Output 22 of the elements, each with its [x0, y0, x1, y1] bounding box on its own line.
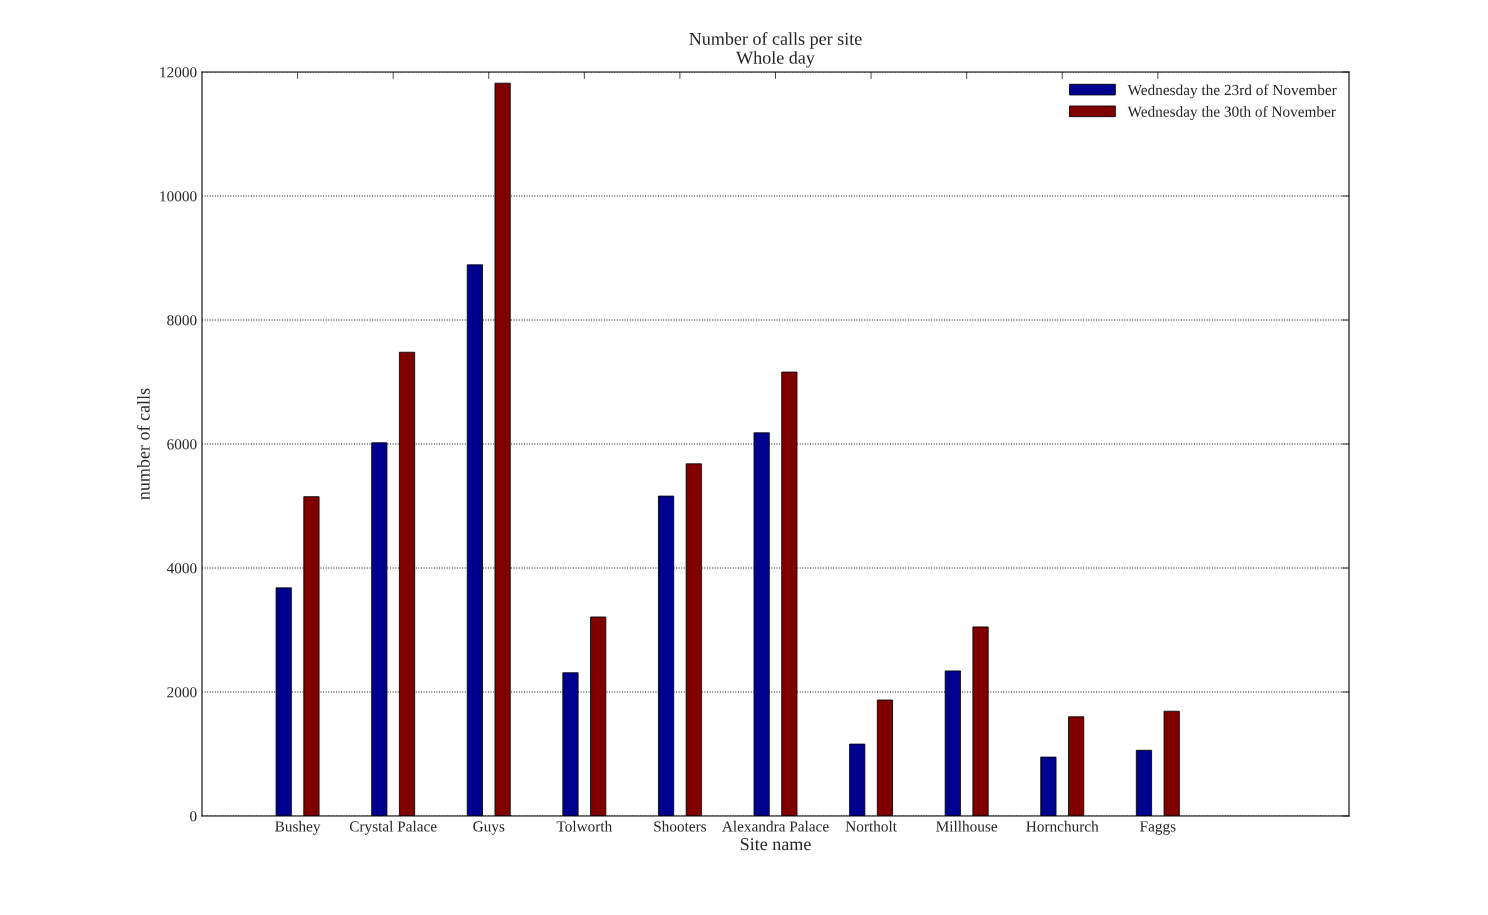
y-tick-label: 2000 [167, 687, 197, 698]
x-tick-label: Tolworth [556, 820, 613, 832]
x-tick-label: Northolt [845, 820, 897, 832]
x-tick-label: Hornchurch [1026, 820, 1099, 832]
y-tick-label: 8000 [167, 315, 197, 326]
y-tick-label: 12000 [160, 67, 197, 78]
y-tick-label: 10000 [160, 191, 197, 202]
legend-label: Wednesday the 30th of November [1127, 105, 1336, 120]
y-tick-label: 0 [190, 811, 197, 822]
x-tick-label: Shooters [654, 820, 707, 832]
x-axis-title: Site name [740, 838, 811, 851]
y-tick-label: 6000 [167, 439, 197, 450]
x-tick-label: Crystal Palace [349, 820, 437, 835]
x-tick-label: Guys [473, 821, 505, 835]
legend-label: Wednesday the 23rd of November [1127, 84, 1337, 99]
x-tick-label: Faggs [1140, 821, 1176, 835]
x-tick-label: Alexandra Palace [721, 820, 829, 832]
y-tick-label: 4000 [166, 563, 197, 574]
x-tick-label: Millhouse [936, 820, 998, 832]
x-tick-label: Bushey [275, 820, 321, 835]
chart-title: Number of calls per site Whole day [689, 32, 862, 68]
y-axis-title: number of calls [136, 388, 150, 500]
